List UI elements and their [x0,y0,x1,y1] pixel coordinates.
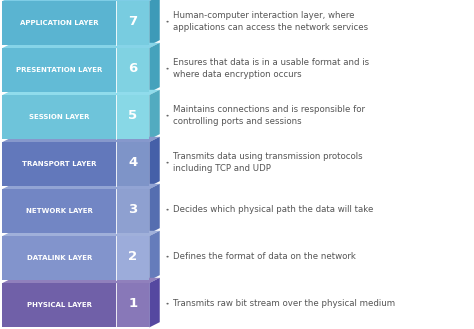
Text: SESSION LAYER: SESSION LAYER [29,114,90,120]
Polygon shape [149,184,160,233]
Polygon shape [149,0,160,45]
Bar [116,236,149,280]
Text: 3: 3 [128,203,137,216]
Bar [116,189,149,233]
Polygon shape [2,278,160,283]
Polygon shape [149,231,160,280]
Bar [2,283,116,327]
Text: 4: 4 [128,156,137,169]
Bar [116,95,149,139]
Text: Decides which physical path the data will take: Decides which physical path the data wil… [173,205,374,214]
Bar [2,48,116,92]
Text: 1: 1 [128,297,137,310]
Bar [2,142,116,187]
Polygon shape [149,137,160,187]
Polygon shape [2,43,160,48]
Bar [2,189,116,233]
Text: 6: 6 [128,62,137,75]
Text: 5: 5 [128,109,137,122]
Polygon shape [2,90,160,95]
Text: NETWORK LAYER: NETWORK LAYER [26,208,93,214]
Text: Defines the format of data on the network: Defines the format of data on the networ… [173,252,356,261]
Bar [2,1,116,45]
Polygon shape [2,231,160,236]
Text: Ensures that data is in a usable format and is
where data encryption occurs: Ensures that data is in a usable format … [173,59,369,79]
Bar [116,48,149,92]
Bar [2,95,116,139]
Text: Transmits data using transmission protocols
including TCP and UDP: Transmits data using transmission protoc… [173,152,363,173]
Text: 2: 2 [128,250,137,263]
Text: PHYSICAL LAYER: PHYSICAL LAYER [27,302,92,308]
Text: 7: 7 [128,15,137,28]
Bar [116,283,149,327]
Text: Transmits raw bit stream over the physical medium: Transmits raw bit stream over the physic… [173,299,395,308]
Polygon shape [149,278,160,327]
Bar [116,1,149,45]
Text: Maintains connections and is responsible for
controlling ports and sessions: Maintains connections and is responsible… [173,105,365,126]
Text: DATALINK LAYER: DATALINK LAYER [27,255,92,261]
Bar [2,236,116,280]
Text: Human-computer interaction layer, where
applications can access the network serv: Human-computer interaction layer, where … [173,12,368,32]
Text: PRESENTATION LAYER: PRESENTATION LAYER [16,67,102,73]
Polygon shape [2,137,160,142]
Polygon shape [2,184,160,189]
Polygon shape [149,43,160,92]
Text: TRANSPORT LAYER: TRANSPORT LAYER [22,161,97,167]
Bar [116,142,149,187]
Polygon shape [2,0,160,1]
Polygon shape [149,90,160,139]
Text: APPLICATION LAYER: APPLICATION LAYER [20,20,99,26]
